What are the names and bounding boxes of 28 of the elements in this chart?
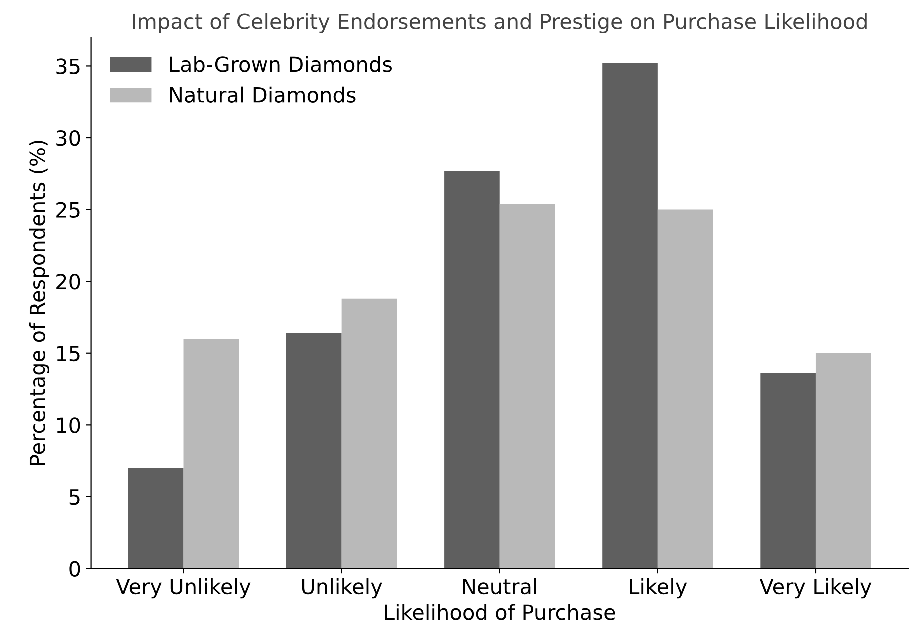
bar xyxy=(760,373,816,569)
bar xyxy=(444,171,500,569)
y-tick-label: 25 xyxy=(56,202,80,218)
x-tick-label: Neutral xyxy=(463,578,536,595)
x-tick-label: Very Unlikely xyxy=(116,578,251,599)
bar xyxy=(500,204,556,569)
y-tick-label: 35 xyxy=(56,58,80,74)
bar xyxy=(602,63,658,569)
y-axis-title: Percentage of Respondents (%) xyxy=(29,141,50,465)
y-tick-label: 20 xyxy=(56,274,80,290)
y-tick-label: 15 xyxy=(57,346,80,362)
x-tick-label: Unlikely xyxy=(302,578,382,599)
y-tick-label: 30 xyxy=(56,130,80,146)
chart-title: Impact of Celebrity Endorsements and Prestige on Purchase Likelihood xyxy=(133,13,867,34)
bar xyxy=(128,468,184,569)
legend-label: Natural Diamonds xyxy=(170,86,356,103)
legend-label: Lab-Grown Diamonds xyxy=(170,56,392,72)
x-tick-label: Very Likely xyxy=(760,578,872,599)
x-tick-label: Likely xyxy=(630,578,688,599)
y-tick-label: 0 xyxy=(70,561,80,577)
y-tick-label: 10 xyxy=(57,418,80,434)
bar xyxy=(342,298,398,569)
bar xyxy=(286,333,342,569)
x-axis-title: Likelihood of Purchase xyxy=(385,604,616,620)
y-tick-label: 5 xyxy=(70,490,80,506)
bar xyxy=(658,210,714,569)
bar xyxy=(184,339,240,569)
bar xyxy=(816,353,872,569)
